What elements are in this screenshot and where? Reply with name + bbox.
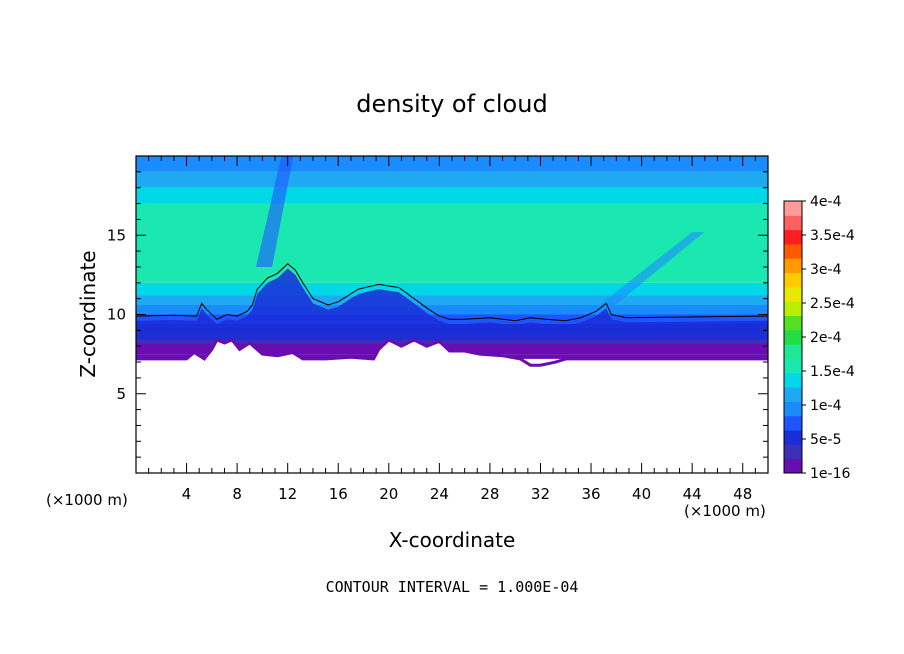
density-band: [136, 282, 768, 296]
y-tick-label: 15: [107, 226, 126, 244]
chart-title: density of cloud: [356, 90, 547, 118]
density-band: [136, 203, 768, 283]
y-axis: 5 10 15: [107, 171, 768, 458]
y-tick-label: 10: [107, 306, 126, 324]
density-band: [136, 304, 768, 315]
y-axis-label: Z-coordinate: [76, 250, 100, 377]
updraft-plume: [597, 232, 705, 307]
contour-interval-note: CONTOUR INTERVAL = 1.000E-04: [326, 578, 579, 596]
colorbar-label: 2e-4: [810, 330, 842, 346]
x-tick-label: 12: [278, 485, 297, 503]
x-unit-right: (×1000 m): [684, 502, 766, 520]
x-tick-label: 40: [632, 485, 651, 503]
colorbar-swatch: [784, 401, 802, 417]
cloud-core: [136, 268, 768, 340]
colorbar-swatch: [784, 387, 802, 402]
colorbar-swatch: [784, 315, 802, 331]
x-tick-label: 16: [329, 485, 348, 503]
colorbar-swatch: [784, 358, 802, 374]
updraft-plume: [256, 156, 294, 267]
x-tick-label: 20: [379, 485, 398, 503]
x-tick-label: 4: [182, 485, 192, 503]
y-tick-label: 5: [116, 385, 126, 403]
x-tick-label: 36: [581, 485, 600, 503]
density-band: [136, 156, 768, 172]
colorbar-label: 1.5e-4: [810, 364, 855, 380]
no-cloud-region: [136, 339, 768, 473]
colorbar-swatch: [784, 258, 802, 274]
colorbar: 1e-16 5e-5 1e-4 1.5e-4 2e-4 2.5e-4 3e-4 3.5e-4 4…: [783, 194, 855, 482]
colorbar-swatch: [784, 430, 802, 445]
colorbar-swatch: [784, 444, 802, 460]
colorbar-swatch: [784, 301, 802, 317]
colorbar-swatch: [784, 243, 802, 259]
contour-layer: [136, 263, 768, 322]
colorbar-swatch: [784, 458, 802, 474]
colorbar-label: 1e-4: [810, 398, 842, 414]
density-band: [136, 343, 768, 355]
cloud-base-rim: [136, 338, 768, 367]
density-field: [136, 156, 768, 473]
x-tick-label: 32: [531, 485, 550, 503]
x-tick-label: 24: [430, 485, 449, 503]
x-tick-label: 28: [480, 485, 499, 503]
colorbar-swatch: [784, 229, 802, 245]
x-tick-label: 44: [683, 485, 702, 503]
colorbar-swatch: [784, 215, 802, 231]
colorbar-swatch: [784, 201, 802, 216]
colorbar-swatch: [784, 286, 802, 302]
colorbar-label: 2.5e-4: [810, 296, 855, 312]
x-tick-label: 8: [232, 485, 242, 503]
colorbar-label: 3.5e-4: [810, 228, 855, 244]
density-band: [136, 187, 768, 204]
colorbar-swatch: [784, 329, 802, 345]
x-axis: 4 8 12 16 20 24 28 32 36 40 44 48: [148, 156, 756, 503]
contour-line: [136, 263, 768, 322]
colorbar-swatch: [784, 272, 802, 288]
colorbar-swatch: [784, 344, 802, 359]
colorbar-label: 5e-5: [810, 432, 841, 448]
density-band: [136, 295, 768, 305]
colorbar-swatch: [784, 372, 802, 388]
colorbar-label: 1e-16: [810, 466, 850, 482]
colorbar-label: 3e-4: [810, 262, 842, 278]
density-band: [136, 171, 768, 188]
x-unit-left: (×1000 m): [46, 491, 128, 509]
colorbar-label: 4e-4: [810, 194, 842, 210]
x-tick-label: 48: [733, 485, 752, 503]
colorbar-swatch: [784, 415, 802, 431]
x-axis-label: X-coordinate: [389, 528, 516, 552]
